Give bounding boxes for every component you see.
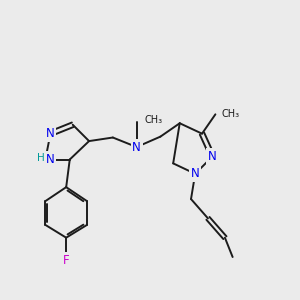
Text: F: F bbox=[63, 254, 70, 267]
Text: CH₃: CH₃ bbox=[144, 115, 162, 125]
Text: N: N bbox=[208, 150, 217, 163]
Text: H: H bbox=[37, 153, 45, 163]
Text: N: N bbox=[132, 140, 141, 154]
Text: N: N bbox=[46, 153, 54, 166]
Text: N: N bbox=[46, 127, 55, 140]
Text: N: N bbox=[191, 167, 200, 180]
Text: CH₃: CH₃ bbox=[221, 109, 239, 119]
